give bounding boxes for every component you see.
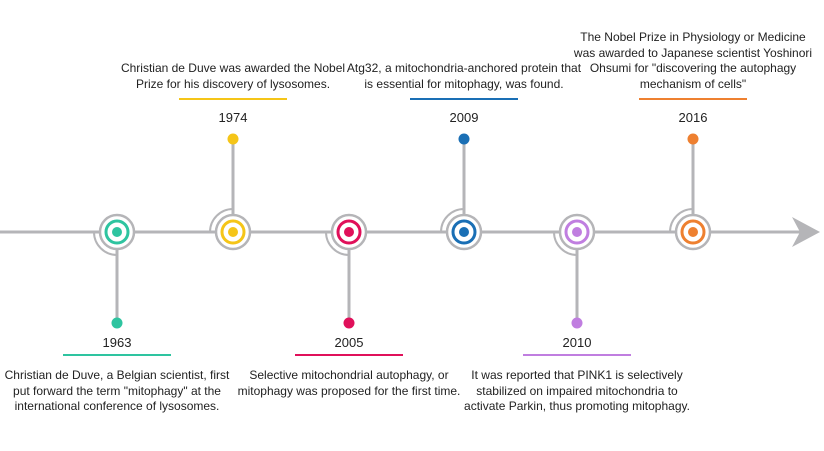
event-description: The Nobel Prize in Physiology or Medicin…	[573, 30, 813, 91]
event-center-dot	[572, 227, 582, 237]
event-center-dot	[344, 227, 354, 237]
event-year: 2009	[449, 110, 479, 125]
event-underline	[179, 98, 287, 100]
arrow-head-icon	[792, 217, 820, 247]
event-description: Atg32, a mitochondria-anchored protein t…	[346, 61, 582, 91]
event-description: It was reported that PINK1 is selectivel…	[464, 368, 690, 413]
event-description: Christian de Duve was awarded the Nobel …	[120, 61, 346, 91]
event-end-dot	[571, 317, 583, 329]
event-end-dot	[227, 133, 239, 145]
event-end-dot	[458, 133, 470, 145]
event-end-dot	[687, 133, 699, 145]
event-arc	[93, 231, 118, 256]
event-description: Selective mitochondrial autophagy, or mi…	[237, 368, 461, 398]
event-center-dot	[112, 227, 122, 237]
event-end-dot	[343, 317, 355, 329]
event-underline	[295, 354, 403, 356]
event-year: 1974	[218, 110, 248, 125]
event-arc	[325, 231, 350, 256]
event-center-dot	[688, 227, 698, 237]
event-arc	[440, 208, 465, 233]
event-year: 2010	[562, 335, 592, 350]
event-year: 2005	[334, 335, 364, 350]
event-arc	[669, 208, 694, 233]
event-year: 1963	[102, 335, 132, 350]
event-center-dot	[459, 227, 469, 237]
event-end-dot	[111, 317, 123, 329]
event-year: 2016	[678, 110, 708, 125]
event-center-dot	[228, 227, 238, 237]
event-arc	[209, 208, 234, 233]
event-underline	[63, 354, 171, 356]
event-underline	[523, 354, 631, 356]
event-underline	[410, 98, 518, 100]
event-description: Christian de Duve, a Belgian scientist, …	[4, 368, 230, 413]
event-arc	[553, 231, 578, 256]
event-underline	[639, 98, 747, 100]
